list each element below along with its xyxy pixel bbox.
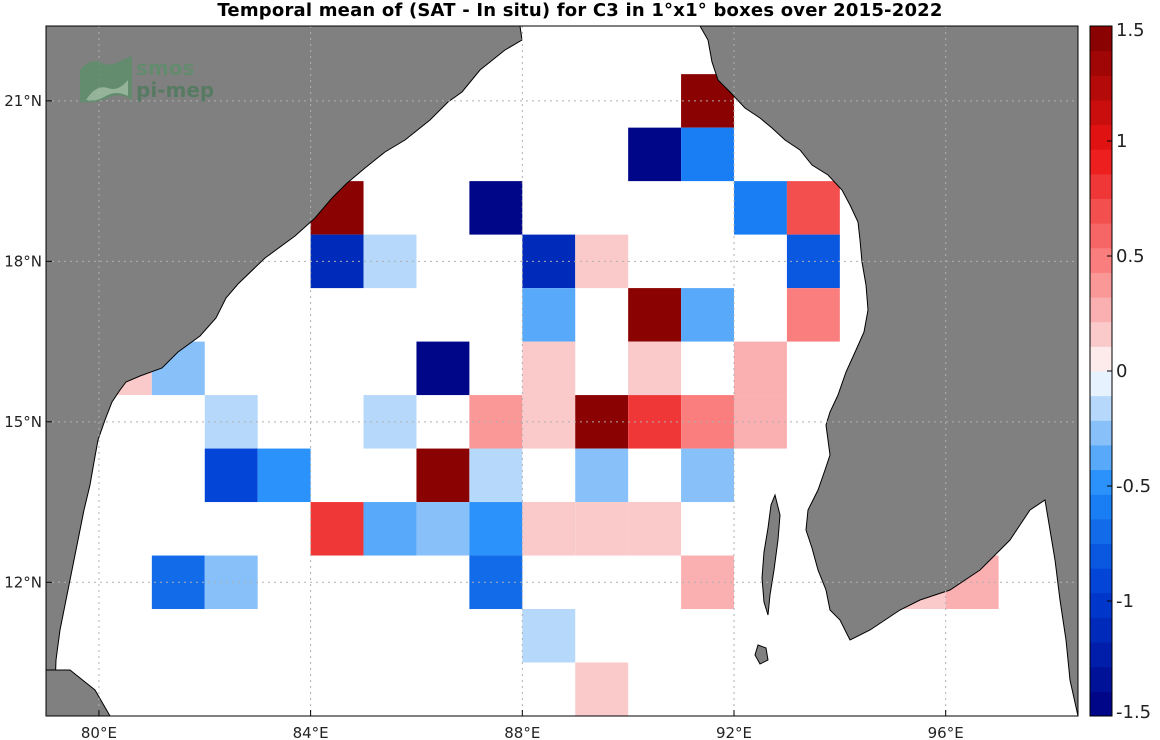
heatmap-cell: [522, 502, 576, 556]
heatmap-cell: [681, 448, 734, 503]
colorbar-segment: [1090, 494, 1112, 520]
x-tick-label: 80°E: [81, 724, 117, 740]
colorbar-segment: [1090, 642, 1112, 668]
colorbar-segment: [1090, 321, 1112, 347]
colorbar-segment: [1090, 198, 1112, 224]
heatmap-cell: [204, 395, 258, 449]
colorbar-segment: [1090, 272, 1112, 298]
land-nicobar-island: [754, 644, 769, 665]
colorbar-tick-label: 0.5: [1116, 246, 1145, 267]
colorbar-segment: [1090, 666, 1112, 692]
x-tick-label: 92°E: [716, 724, 752, 740]
x-tick-label: 88°E: [504, 724, 540, 740]
heatmap-cell: [575, 234, 629, 289]
land-masses: [46, 26, 1078, 716]
heatmap-cell: [681, 288, 734, 342]
colorbar-segment: [1090, 469, 1112, 495]
plot-frame: [45, 25, 1079, 717]
heatmap-cell: [628, 502, 682, 556]
heatmap-cell: [469, 448, 523, 503]
heatmap-cell: [786, 234, 840, 289]
heatmap-cell: [628, 127, 682, 182]
land-sri-lanka: [46, 669, 111, 716]
land-bangladesh: [520, 26, 1078, 716]
colorbar-segment: [1090, 297, 1112, 323]
colorbar-segment: [1090, 75, 1112, 101]
x-tick-label: 84°E: [293, 724, 329, 740]
heatmap-cell: [416, 341, 470, 396]
heatmap-cell: [628, 341, 682, 396]
heatmap-cell: [734, 341, 787, 396]
heatmap-cell: [469, 181, 523, 235]
y-tick-label: 18°N: [4, 252, 42, 270]
colorbar-segment: [1090, 592, 1112, 618]
colorbar-segment: [1090, 247, 1112, 273]
y-tick-label: 21°N: [4, 92, 42, 110]
colorbar-tick-label: -1: [1116, 591, 1134, 612]
colorbar: 1.5 1 0.5 0 -0.5 -1 -1.5: [1089, 20, 1151, 723]
colorbar-tick-label: -0.5: [1116, 476, 1151, 497]
colorbar-segment: [1090, 99, 1112, 126]
colorbar-segment: [1090, 346, 1112, 372]
heatmap-cell: [628, 288, 682, 342]
heatmap-cell: [522, 395, 576, 449]
heatmap-cells: [98, 74, 999, 716]
heatmap-cell: [522, 609, 576, 663]
heatmap-cell: [522, 234, 576, 289]
logo-line1: smos: [136, 56, 194, 80]
y-tick-label: 15°N: [4, 413, 42, 431]
heatmap-cell: [734, 181, 787, 235]
heatmap-cell: [310, 502, 364, 556]
heatmap-cell: [522, 288, 576, 342]
colorbar-segment: [1090, 50, 1112, 76]
land-andaman-islands: [761, 493, 781, 616]
graticule: [46, 26, 1078, 716]
smos-pi-mep-logo: smos pi-mep: [80, 56, 214, 103]
colorbar-segment: [1090, 543, 1112, 569]
heatmap-cell: [575, 395, 629, 449]
colorbar-segment: [1090, 395, 1112, 421]
colorbar-tick-label: 0: [1116, 361, 1127, 382]
colorbar-segment: [1090, 124, 1112, 150]
axis-ticks: 80°E 84°E 88°E 92°E 96°E 12°N 15°N 18°N 21°N: [4, 92, 964, 740]
heatmap-cell: [469, 502, 523, 556]
colorbar-tick-label: 1.5: [1116, 20, 1145, 41]
colorbar-tick-label: -1.5: [1116, 702, 1151, 723]
colorbar-segment: [1090, 420, 1112, 446]
colorbar-segment: [1090, 691, 1112, 717]
heatmap-cell: [204, 448, 258, 503]
colorbar-tick-label: 1: [1116, 131, 1127, 152]
heatmap-cell: [681, 127, 734, 182]
colorbar-segment: [1090, 444, 1112, 471]
heatmap-cell: [363, 502, 417, 556]
logo-line2: pi-mep: [136, 78, 214, 102]
heatmap-cell: [204, 555, 258, 610]
heatmap-cell: [310, 234, 364, 289]
x-tick-label: 96°E: [928, 724, 964, 740]
heatmap-cell: [575, 448, 629, 503]
land-mainland: [46, 26, 523, 716]
heatmap-cell: [575, 662, 629, 716]
heatmap-cell: [786, 288, 840, 342]
map-title: Temporal mean of (SAT - In situ) for C3 …: [217, 0, 943, 21]
heatmap-cell: [575, 502, 629, 556]
heatmap-cell: [416, 448, 470, 503]
colorbar-segment: [1090, 617, 1112, 643]
heatmap-cell: [786, 181, 840, 235]
colorbar-segment: [1090, 173, 1112, 199]
colorbar-segment: [1090, 568, 1112, 594]
heatmap-cell: [416, 502, 470, 556]
colorbar-segment: [1090, 26, 1112, 52]
y-tick-label: 12°N: [4, 573, 42, 591]
heatmap-cell: [257, 448, 311, 503]
colorbar-segment: [1090, 371, 1112, 397]
colorbar-segment: [1090, 149, 1112, 175]
colorbar-segment: [1090, 518, 1112, 544]
heatmap-cell: [522, 341, 576, 396]
colorbar-segment: [1090, 223, 1112, 249]
heatmap-cell: [628, 395, 682, 449]
